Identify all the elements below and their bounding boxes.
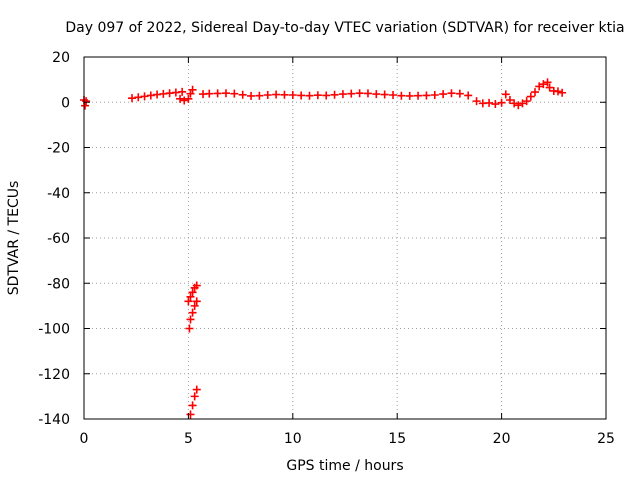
data-point	[176, 94, 185, 103]
data-point	[190, 392, 199, 401]
data-point	[414, 91, 423, 100]
data-point	[501, 90, 510, 99]
data-point	[522, 97, 531, 106]
data-point	[146, 91, 155, 100]
data-point	[472, 97, 481, 106]
grid	[84, 57, 606, 419]
data-point	[497, 98, 506, 107]
data-point	[263, 91, 272, 100]
y-tick-label: -120	[38, 367, 70, 383]
data-point	[280, 90, 289, 99]
data-point	[180, 96, 189, 105]
data-point	[338, 90, 347, 99]
data-point	[255, 91, 264, 100]
data-point	[238, 90, 247, 99]
data-point	[455, 89, 464, 98]
data-point	[464, 91, 473, 100]
y-tick-label: -20	[47, 141, 70, 157]
data-point	[140, 92, 149, 101]
data-point	[185, 324, 194, 333]
data-point	[186, 315, 195, 324]
x-tick-label: 15	[388, 431, 406, 447]
chart-title: Day 097 of 2022, Sidereal Day-to-day VTE…	[65, 20, 624, 36]
data-point	[213, 89, 222, 98]
data-point	[505, 95, 514, 104]
data-point	[221, 89, 230, 98]
data-point	[186, 292, 195, 301]
data-point	[230, 89, 239, 98]
data-point	[363, 89, 372, 98]
data-point	[405, 91, 414, 100]
data-point	[288, 91, 297, 100]
data-points	[80, 78, 567, 419]
x-tick-label: 0	[80, 431, 89, 447]
data-point	[188, 401, 197, 410]
x-axis-label: GPS time / hours	[286, 458, 403, 474]
data-point	[526, 92, 535, 101]
data-point	[188, 288, 197, 297]
data-point	[192, 297, 201, 306]
y-tick-label: -60	[47, 231, 70, 247]
data-point	[347, 89, 356, 98]
data-point	[545, 83, 554, 92]
data-point	[178, 87, 187, 96]
data-point	[558, 88, 567, 97]
data-point	[518, 99, 527, 108]
data-point	[430, 91, 439, 100]
data-point	[81, 101, 90, 110]
data-point	[134, 93, 143, 102]
x-tick-label: 25	[597, 431, 615, 447]
axis-ticks: 0 5 10 15 20 25 20 0 -20 -40 -60 -80 -100 -120 -140	[38, 50, 615, 447]
data-point	[535, 82, 544, 91]
data-point	[543, 78, 552, 87]
data-point	[184, 94, 193, 103]
y-tick-label: 20	[52, 50, 70, 66]
data-point	[186, 410, 195, 419]
data-point	[372, 90, 381, 99]
data-point	[510, 99, 519, 108]
data-point	[192, 385, 201, 394]
data-point	[439, 90, 448, 99]
x-tick-label: 20	[493, 431, 511, 447]
x-tick-label: 5	[184, 431, 193, 447]
data-point	[422, 91, 431, 100]
data-point	[485, 98, 494, 107]
data-point	[447, 89, 456, 98]
y-tick-label: -100	[38, 322, 70, 338]
data-point	[531, 88, 540, 97]
x-tick-label: 10	[284, 431, 302, 447]
data-point	[190, 301, 199, 310]
data-point	[330, 90, 339, 99]
data-point	[247, 91, 256, 100]
data-point	[192, 281, 201, 290]
data-point	[305, 91, 314, 100]
y-tick-label: -80	[47, 276, 70, 292]
data-point	[514, 101, 523, 110]
data-point	[389, 91, 398, 100]
data-point	[553, 87, 562, 96]
data-point	[188, 85, 197, 94]
data-point	[491, 100, 500, 109]
data-point	[397, 91, 406, 100]
y-tick-label: -40	[47, 186, 70, 202]
data-point	[205, 89, 214, 98]
data-point	[322, 91, 331, 100]
data-point	[188, 308, 197, 317]
data-point	[184, 297, 193, 306]
data-point	[128, 94, 137, 103]
data-point	[297, 91, 306, 100]
data-point	[355, 89, 364, 98]
data-point	[313, 91, 322, 100]
data-point	[82, 97, 91, 106]
data-point	[380, 90, 389, 99]
y-tick-label: -140	[38, 412, 70, 428]
y-tick-label: 0	[61, 95, 70, 111]
data-point	[272, 90, 281, 99]
data-point	[539, 80, 548, 89]
y-axis-label: SDTVAR / TECUs	[6, 181, 22, 296]
